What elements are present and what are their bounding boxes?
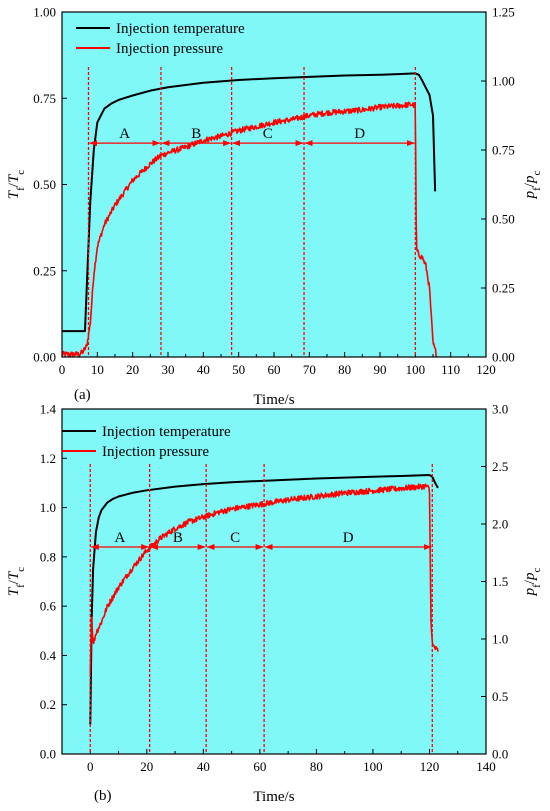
legend-label: Injection temperature [102, 424, 231, 440]
legend-label: Injection pressure [116, 41, 223, 57]
x-tick-label: 60 [268, 362, 281, 377]
y-right-axis-title: pf/pc [522, 171, 543, 200]
chart-panel-b: 0 20 40 60 80 100 120 1400.00.20.40.60.81.01.21… [6, 402, 543, 806]
legend: Injection temperature Injection pressure [62, 424, 231, 460]
axis-label-part-slash: / [6, 182, 22, 187]
x-tick-label: 20 [140, 759, 153, 774]
plot-frame [61, 11, 487, 358]
axis-label-part-slash: / [522, 579, 538, 584]
axis-label-part-sub2: c [531, 171, 543, 176]
axis-label-part-main: p [522, 587, 538, 596]
axis-label-part-sub1: f [15, 187, 27, 191]
y-left-tick-label: 1.4 [40, 402, 57, 417]
phase-label: D [354, 126, 365, 142]
legend: Injection temperature Injection pressure [76, 21, 245, 57]
y-left-tick-label: 1.2 [40, 451, 56, 466]
y-left-tick-label: 0.25 [33, 263, 56, 278]
y-left-tick-label: 0.6 [40, 599, 57, 614]
chart-panel-a: 0 10 20 30 40 50 60 70 80 90 100 110 1200.000.250.50… [6, 5, 543, 409]
plot-area-background [62, 12, 486, 357]
y-right-tick-label: 1.00 [492, 74, 515, 89]
y-right-tick-label: 0.5 [492, 689, 508, 704]
axis-label-part-slash: / [6, 579, 22, 584]
axis-label-part-main2: p [522, 572, 538, 581]
x-tick-label: 50 [232, 362, 245, 377]
y-left-tick-label: 0.75 [33, 91, 56, 106]
y-left-tick-label: 0.8 [40, 549, 56, 564]
phase-label: A [119, 126, 130, 142]
axis-label-part-main: p [522, 190, 538, 199]
y-left-axis-title: Tf/Tc [6, 567, 27, 597]
y-right-tick-label: 2.0 [492, 517, 508, 532]
x-tick-label: 10 [91, 362, 104, 377]
panel-label: (b) [94, 788, 112, 804]
y-left-tick-label: 0.4 [40, 648, 57, 663]
x-axis-title: Time/s [253, 789, 294, 805]
axis-label-part-main: T [6, 189, 22, 199]
y-left-tick-label: 1.00 [33, 5, 56, 20]
y-left-tick-label: 1.0 [40, 500, 56, 515]
x-tick-label: 30 [162, 362, 175, 377]
x-tick-label: 110 [441, 362, 460, 377]
axis-label-part-main: T [6, 586, 22, 596]
y-right-tick-label: 0.0 [492, 747, 508, 762]
phase-label: B [191, 126, 201, 142]
axis-label-part-sub2: c [531, 568, 543, 573]
x-tick-label: 140 [476, 759, 496, 774]
y-left-tick-label: 0.00 [33, 350, 56, 365]
y-right-tick-label: 0.25 [492, 281, 515, 296]
phase-label: C [263, 126, 273, 142]
x-tick-label: 90 [374, 362, 387, 377]
y-left-tick-label: 0.50 [33, 177, 56, 192]
panel-label: (a) [74, 387, 91, 403]
axis-label-part-slash: / [522, 182, 538, 187]
x-tick-label: 100 [363, 759, 383, 774]
x-tick-label: 100 [406, 362, 426, 377]
x-tick-label: 40 [197, 759, 210, 774]
series-line-pressure [62, 101, 438, 357]
plot-area-background [62, 409, 486, 754]
x-tick-label: 80 [338, 362, 351, 377]
legend-label: Injection pressure [102, 444, 209, 460]
plot-frame [61, 408, 487, 755]
phase-label: A [115, 530, 126, 546]
x-tick-label: 40 [197, 362, 210, 377]
series-line-temperature [89, 474, 439, 725]
x-tick-label: 0 [87, 759, 94, 774]
axis-label-part-sub1: f [15, 584, 27, 588]
phase-label: B [173, 530, 183, 546]
axis-label-part-main2: p [522, 175, 538, 184]
x-tick-label: 120 [476, 362, 496, 377]
x-tick-label: 20 [126, 362, 139, 377]
y-right-tick-label: 0.75 [492, 143, 515, 158]
y-right-axis-title: pf/pc [522, 568, 543, 597]
axis-label-part-sub2: c [15, 170, 27, 175]
phase-label: C [230, 530, 240, 546]
y-right-tick-label: 1.5 [492, 574, 508, 589]
y-right-tick-label: 1.25 [492, 5, 515, 20]
axis-label-part-sub1: f [531, 187, 543, 191]
y-right-tick-label: 1.0 [492, 632, 508, 647]
y-right-tick-label: 0.00 [492, 350, 515, 365]
y-right-tick-label: 3.0 [492, 402, 508, 417]
x-tick-label: 120 [420, 759, 440, 774]
y-left-axis-title: Tf/Tc [6, 170, 27, 200]
x-tick-label: 60 [253, 759, 266, 774]
y-right-tick-label: 0.50 [492, 212, 515, 227]
x-tick-label: 70 [303, 362, 316, 377]
y-left-tick-label: 0.0 [40, 747, 56, 762]
y-right-tick-label: 2.5 [492, 459, 508, 474]
axis-label-part-main2: T [6, 173, 22, 183]
legend-label: Injection temperature [116, 21, 245, 37]
phase-label: D [343, 530, 354, 546]
x-axis-title: Time/s [253, 392, 294, 408]
axis-label-part-main2: T [6, 570, 22, 580]
axis-label-part-sub2: c [15, 567, 27, 572]
y-left-tick-label: 0.2 [40, 697, 56, 712]
x-tick-label: 80 [310, 759, 323, 774]
axis-label-part-sub1: f [531, 584, 543, 588]
x-tick-label: 0 [59, 362, 66, 377]
